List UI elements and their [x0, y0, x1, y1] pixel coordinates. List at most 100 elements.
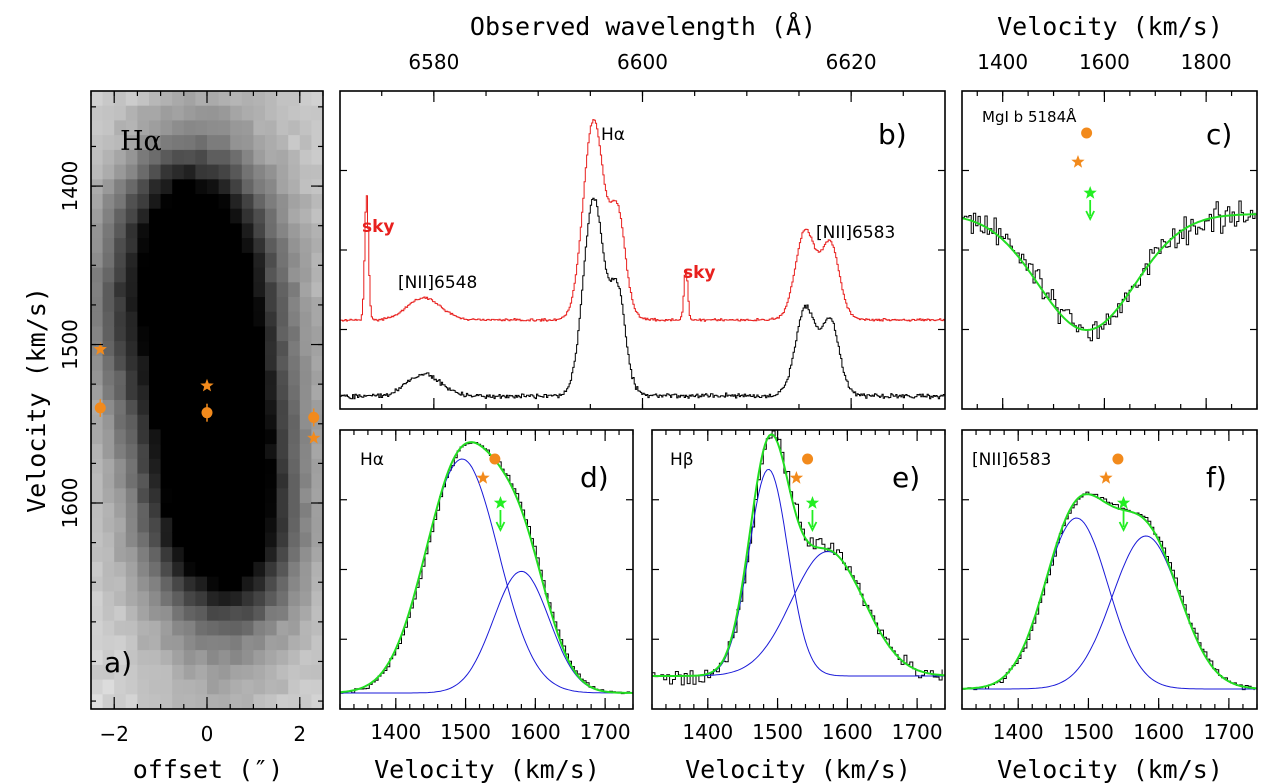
heatmap-cell: [218, 252, 231, 269]
heatmap-cell: [91, 444, 104, 460]
heatmap-cell: [149, 385, 162, 401]
green-arrow-head: [495, 521, 506, 533]
heatmap-cell: [137, 355, 150, 372]
heatmap-cell: [102, 591, 115, 607]
heatmap-cell: [253, 458, 266, 475]
heatmap-cell: [253, 149, 266, 166]
heatmap-cell: [137, 591, 150, 607]
heatmap-cell: [125, 341, 138, 357]
heatmap-cell: [207, 547, 220, 563]
heatmap-cell: [311, 591, 323, 607]
heatmap-cell: [183, 238, 196, 254]
heatmap-cell: [253, 179, 266, 195]
heatmap-cell: [183, 679, 196, 695]
heatmap-cell: [183, 149, 196, 166]
label-nii-6548: [NII]6548: [398, 273, 477, 293]
heatmap-cell: [91, 252, 104, 269]
heatmap-cell: [91, 120, 104, 136]
heatmap-cell: [253, 267, 266, 283]
heatmap-cell: [265, 679, 278, 695]
orange-star-marker: [93, 342, 107, 355]
heatmap-cell: [125, 547, 138, 563]
heatmap-cell: [288, 149, 301, 166]
heatmap-cell: [207, 414, 220, 430]
heatmap-cell: [160, 282, 173, 298]
heatmap-cell: [241, 473, 254, 489]
heatmap-cell: [276, 105, 289, 121]
heatmap-cell: [265, 370, 278, 386]
heatmap-cell: [114, 179, 127, 195]
y-tick-label: 1500: [58, 319, 82, 370]
heatmap-cell: [102, 326, 115, 342]
heatmap-cell: [125, 385, 138, 401]
panel-f-ticks: 1400 1500 1600 1700: [961, 430, 1258, 744]
heatmap-cell: [218, 635, 231, 651]
heatmap-cell: [218, 694, 231, 709]
heatmap-cell: [311, 91, 323, 107]
heatmap-cell: [299, 517, 312, 533]
heatmap-cell: [311, 282, 323, 298]
x-tick-label: 1400: [682, 720, 733, 744]
heatmap-cell: [265, 561, 278, 578]
heatmap-cell: [160, 135, 173, 151]
x-tick-label-top: 6620: [826, 50, 877, 74]
panel-e: 1400 1500 1600 1700 Hβ e) Velocity (km/s): [651, 429, 946, 783]
heatmap-cell: [207, 664, 220, 681]
heatmap-cell: [288, 561, 301, 578]
heatmap-cell: [149, 503, 162, 519]
heatmap-cell: [276, 135, 289, 151]
heatmap-cell: [276, 591, 289, 607]
heatmap-cell: [137, 164, 150, 180]
heatmap-cell: [288, 547, 301, 563]
heatmap-cell: [253, 238, 266, 254]
heatmap-cell: [230, 576, 243, 592]
heatmap-cell: [218, 650, 231, 666]
heatmap-cell: [311, 223, 323, 239]
heatmap-cell: [125, 164, 138, 180]
heatmap-cell: [149, 606, 162, 622]
heatmap-cell: [311, 238, 323, 254]
heatmap-cell: [172, 326, 185, 342]
heatmap-cell: [102, 135, 115, 151]
heatmap-cell: [114, 400, 127, 416]
heatmap-cell: [172, 473, 185, 489]
heatmap-cell: [137, 473, 150, 489]
heatmap-cell: [114, 664, 127, 681]
heatmap-cell: [125, 532, 138, 548]
heatmap-cell: [299, 282, 312, 298]
heatmap-cell: [137, 429, 150, 445]
heatmap-cell: [207, 326, 220, 342]
heatmap-cell: [207, 149, 220, 166]
heatmap-cell: [114, 503, 127, 519]
heatmap-cell: [299, 679, 312, 695]
heatmap-cell: [183, 400, 196, 416]
heatmap-cell: [195, 532, 208, 548]
heatmap-cell: [195, 164, 208, 180]
heatmap-cell: [299, 606, 312, 622]
heatmap-cell: [102, 694, 115, 709]
heatmap-cell: [299, 503, 312, 519]
green-star-marker: [805, 496, 820, 509]
heatmap-cell: [125, 326, 138, 342]
heatmap-cell: [125, 223, 138, 239]
heatmap-cell: [276, 503, 289, 519]
heatmap-cell: [195, 149, 208, 166]
heatmap-cell: [253, 591, 266, 607]
heatmap-cell: [102, 385, 115, 401]
heatmap-cell: [125, 429, 138, 445]
heatmap-cell: [276, 473, 289, 489]
heatmap-cell: [288, 664, 301, 681]
heatmap-cell: [160, 503, 173, 519]
heatmap-cell: [230, 223, 243, 239]
heatmap-cell: [276, 620, 289, 636]
heatmap-cell: [276, 311, 289, 327]
heatmap-cell: [299, 149, 312, 166]
heatmap-cell: [218, 208, 231, 224]
heatmap-cell: [172, 223, 185, 239]
heatmap-cell: [253, 105, 266, 121]
heatmap-cell: [183, 561, 196, 578]
heatmap-cell: [265, 400, 278, 416]
heatmap-cell: [288, 400, 301, 416]
heatmap-cell: [183, 503, 196, 519]
heatmap-cell: [241, 252, 254, 269]
